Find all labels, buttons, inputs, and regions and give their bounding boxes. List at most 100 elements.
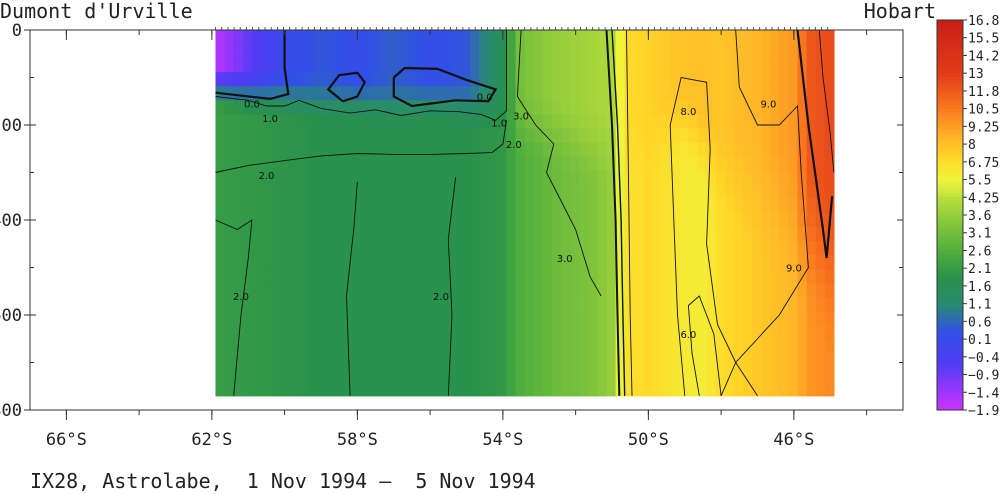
colorbar-band [937, 395, 963, 400]
data-cell [288, 325, 298, 341]
colorbar-band [937, 44, 963, 49]
data-cell [788, 128, 799, 144]
data-cell [533, 86, 544, 101]
data-cell [215, 58, 226, 73]
data-cell [442, 44, 453, 59]
data-cell [588, 86, 599, 101]
data-cell [652, 255, 662, 270]
data-cell [670, 353, 680, 369]
data-cell [251, 297, 262, 312]
data-cell [479, 226, 489, 242]
data-cell [706, 241, 717, 256]
data-cell [406, 142, 417, 158]
data-cell [606, 128, 617, 144]
data-cell [642, 114, 653, 130]
data-cell [688, 58, 699, 73]
data-cell [324, 367, 335, 383]
data-cell [279, 128, 289, 144]
data-cell [215, 367, 226, 383]
data-cell [397, 114, 408, 130]
data-cell [242, 58, 253, 73]
data-cell [761, 184, 771, 200]
data-cell [315, 283, 326, 298]
data-cell [542, 58, 553, 73]
data-cell [615, 339, 626, 355]
data-cell [770, 297, 780, 312]
data-cell [724, 241, 735, 256]
data-cell [815, 184, 826, 200]
data-cell [606, 156, 617, 172]
data-cell [497, 241, 508, 256]
data-cell [752, 367, 762, 383]
data-cell [424, 241, 435, 256]
data-cell [452, 30, 462, 45]
data-cell [515, 142, 526, 158]
data-cell [433, 156, 444, 172]
y-tick-label: 600 [0, 306, 22, 326]
data-cell [342, 114, 353, 130]
data-cell [470, 30, 480, 45]
data-cell [724, 269, 735, 284]
data-cell [224, 255, 235, 270]
data-cell [579, 339, 589, 355]
data-cell [233, 311, 244, 326]
data-cell [615, 30, 626, 45]
data-cell [215, 269, 226, 284]
data-cell [642, 269, 653, 284]
data-cell [661, 156, 671, 172]
data-cell [524, 156, 535, 172]
data-cell [533, 184, 544, 200]
data-cell [479, 241, 489, 256]
data-cell [743, 184, 753, 200]
data-cell [506, 381, 517, 397]
data-cell [697, 353, 708, 369]
data-cell [415, 269, 426, 284]
data-cell [261, 86, 271, 101]
data-cell [743, 381, 753, 397]
colorbar-band [937, 73, 963, 78]
data-cell [633, 72, 644, 87]
data-cell [633, 325, 644, 341]
data-cell [306, 114, 317, 130]
data-cell [824, 325, 835, 341]
data-cell [561, 72, 571, 87]
data-cell [406, 255, 417, 270]
data-cell [288, 100, 298, 115]
data-cell [470, 72, 480, 87]
colorbar-band [937, 197, 963, 202]
colorbar-band [937, 133, 963, 138]
data-cell [788, 44, 799, 59]
data-cell [488, 269, 498, 284]
data-cell [524, 142, 535, 158]
data-cell [697, 241, 708, 256]
data-cell [670, 114, 680, 130]
data-cell [279, 255, 289, 270]
data-cell [542, 241, 553, 256]
data-cell [324, 198, 335, 214]
data-cell [306, 367, 317, 383]
data-cell [552, 353, 562, 369]
data-cell [315, 44, 326, 59]
data-cell [733, 86, 744, 101]
data-cell [615, 58, 626, 73]
data-cell [488, 72, 498, 87]
data-cell [415, 142, 426, 158]
data-cell [333, 156, 344, 172]
data-cell [542, 72, 553, 87]
data-cell [542, 297, 553, 312]
data-cell [270, 30, 280, 45]
colorbar-band [937, 232, 963, 237]
data-cell [788, 353, 799, 369]
data-cell [415, 325, 426, 341]
data-cell [270, 226, 280, 242]
colorbar-band [937, 48, 963, 53]
data-cell [661, 367, 671, 383]
data-cell [424, 311, 435, 326]
data-cell [251, 142, 262, 158]
data-cell [715, 226, 726, 242]
data-cell [361, 58, 371, 73]
data-cell [533, 283, 544, 298]
data-cell [806, 311, 817, 326]
data-cell [233, 72, 244, 87]
data-cell [542, 44, 553, 59]
